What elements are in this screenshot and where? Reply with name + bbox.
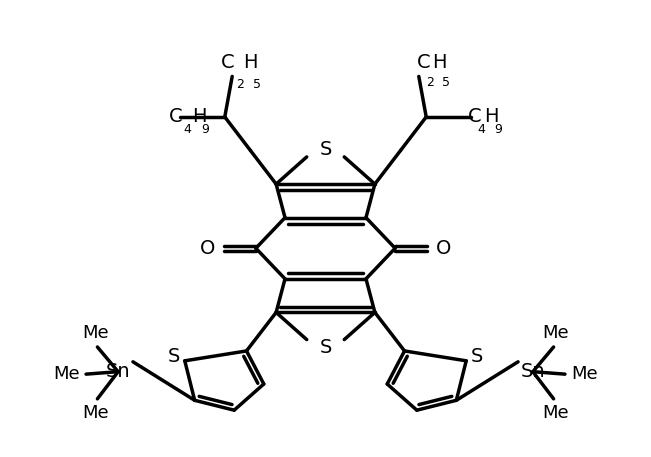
Text: C: C xyxy=(169,107,183,127)
Text: H: H xyxy=(484,107,499,127)
Text: Me: Me xyxy=(572,365,598,383)
Text: S: S xyxy=(319,140,332,159)
Text: Me: Me xyxy=(83,404,109,422)
Text: 2: 2 xyxy=(426,76,434,90)
Text: S: S xyxy=(168,347,180,367)
Text: Sn: Sn xyxy=(106,362,130,381)
Text: O: O xyxy=(199,239,215,258)
Text: H: H xyxy=(243,53,258,73)
Text: 9: 9 xyxy=(202,123,210,136)
Text: C: C xyxy=(468,107,482,127)
Text: Me: Me xyxy=(53,365,79,383)
Text: 5: 5 xyxy=(442,76,450,90)
Text: Me: Me xyxy=(542,404,568,422)
Text: 4: 4 xyxy=(477,123,485,136)
Text: H: H xyxy=(432,53,447,73)
Text: C: C xyxy=(221,53,234,73)
Text: 5: 5 xyxy=(253,79,262,91)
Text: H: H xyxy=(191,107,206,127)
Text: 2: 2 xyxy=(236,79,243,91)
Text: C: C xyxy=(417,53,431,73)
Text: 9: 9 xyxy=(494,123,502,136)
Text: S: S xyxy=(471,347,483,367)
Text: S: S xyxy=(319,339,332,357)
Text: Sn: Sn xyxy=(521,362,545,381)
Text: O: O xyxy=(436,239,452,258)
Text: Me: Me xyxy=(542,324,568,342)
Text: 4: 4 xyxy=(184,123,191,136)
Text: Me: Me xyxy=(83,324,109,342)
